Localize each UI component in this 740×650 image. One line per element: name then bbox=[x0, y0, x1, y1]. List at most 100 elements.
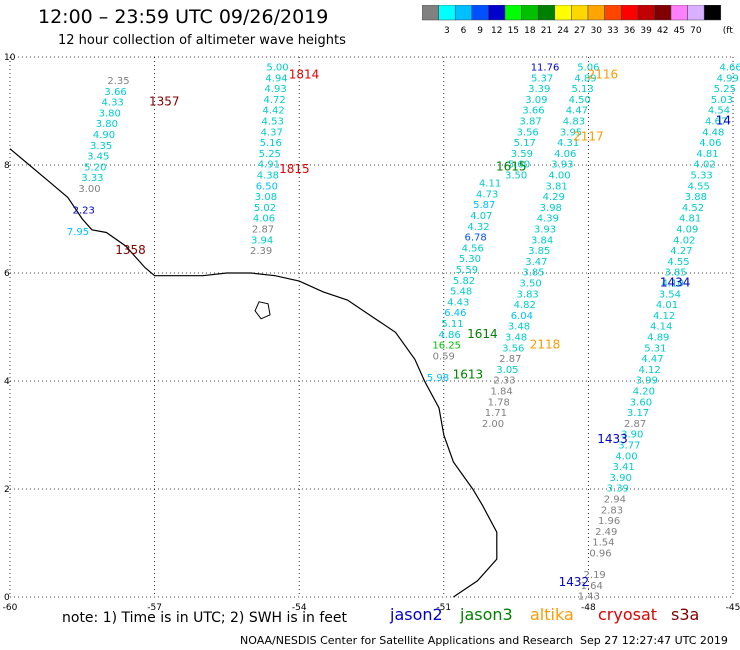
wave-height-value: 16.25 bbox=[432, 341, 461, 352]
wave-height-value: 4.55 bbox=[688, 181, 710, 192]
wave-height-value: 5.60 bbox=[508, 160, 530, 171]
wave-height-value: 3.81 bbox=[545, 181, 567, 192]
wave-height-value: 3.59 bbox=[511, 149, 533, 160]
wave-height-value: 3.50 bbox=[505, 171, 527, 182]
wave-height-value: 1.54 bbox=[592, 538, 614, 549]
wave-height-value: 6.78 bbox=[464, 233, 486, 244]
wave-height-value: 4.89 bbox=[647, 333, 669, 344]
wave-height-value: 4.10 bbox=[662, 279, 684, 290]
wave-height-value: 5.06 bbox=[577, 63, 599, 74]
x-tick-label: -57 bbox=[147, 603, 162, 613]
wave-height-value: 4.09 bbox=[676, 225, 698, 236]
pass-label: 1434 bbox=[660, 276, 691, 290]
wave-height-value: 3.09 bbox=[525, 95, 547, 106]
wave-height-value: 4.67 bbox=[705, 117, 727, 128]
wave-height-value: 5.37 bbox=[531, 73, 553, 84]
wave-height-value: 4.01 bbox=[656, 300, 678, 311]
wave-height-value: 2.33 bbox=[493, 376, 515, 387]
wave-height-value: 3.77 bbox=[618, 441, 640, 452]
wave-height-value: 5.82 bbox=[453, 276, 475, 287]
track-1814-1815: 5.004.944.934.724.424.534.375.165.254.91… bbox=[250, 63, 289, 258]
wave-height-value: 3.98 bbox=[540, 203, 562, 214]
wave-height-value: 4.81 bbox=[679, 214, 701, 225]
pass-label: 1614 bbox=[467, 327, 498, 341]
pass-label: 1615 bbox=[496, 159, 527, 173]
wave-height-value: 2.87 bbox=[252, 225, 274, 236]
wave-height-value: 1.96 bbox=[598, 516, 620, 527]
wave-height-value: 2.94 bbox=[604, 495, 626, 506]
pass-label: 1357 bbox=[149, 95, 180, 109]
wave-height-value: 5.48 bbox=[450, 287, 472, 298]
wave-height-value: 3.39 bbox=[607, 484, 629, 495]
wave-height-value: 1.84 bbox=[491, 387, 513, 398]
wave-height-value: 4.00 bbox=[548, 171, 570, 182]
wave-height-value: 6.04 bbox=[511, 311, 533, 322]
wave-height-value: 4.81 bbox=[696, 149, 718, 160]
wave-height-value: 3.54 bbox=[659, 289, 681, 300]
wave-height-value: 4.27 bbox=[670, 246, 692, 257]
wave-height-value: 3.84 bbox=[531, 235, 553, 246]
wave-height-value: 4.02 bbox=[693, 160, 715, 171]
island-outline bbox=[254, 301, 271, 320]
wave-height-value: 3.56 bbox=[517, 127, 539, 138]
legend-s3a: s3a bbox=[671, 605, 700, 624]
y-tick-label: 10 bbox=[4, 53, 16, 63]
wave-height-value: 4.02 bbox=[673, 235, 695, 246]
colorbar-label: 21 bbox=[541, 26, 552, 36]
wave-height-value: 5.30 bbox=[459, 254, 481, 265]
wave-height-value: 4.29 bbox=[543, 192, 565, 203]
colorbar-label: 36 bbox=[624, 26, 636, 36]
wave-height-value: 2.39 bbox=[250, 246, 272, 257]
colorbar-swatch bbox=[703, 5, 722, 21]
wave-height-value: 2.87 bbox=[624, 419, 646, 430]
wave-height-value: 4.48 bbox=[702, 127, 724, 138]
wave-height-value: 4.20 bbox=[633, 387, 655, 398]
wave-height-value: 4.06 bbox=[253, 214, 275, 225]
wave-height-value: 3.94 bbox=[251, 235, 273, 246]
wave-height-value: 2.35 bbox=[107, 76, 129, 87]
wave-height-value: 3.41 bbox=[612, 462, 634, 473]
track-jason2-upper: 11.765.373.393.093.663.873.565.173.595.6… bbox=[505, 63, 559, 182]
y-tick-label: 8 bbox=[4, 161, 10, 171]
wave-height-value: 5.25 bbox=[714, 84, 736, 95]
colorbar-label: 6 bbox=[461, 26, 467, 36]
wave-height-value: 4.82 bbox=[514, 300, 536, 311]
wave-height-value: 4.43 bbox=[447, 297, 469, 308]
pass-label: 2118 bbox=[530, 338, 561, 352]
track-1432-1434: 4.664.995.255.034.544.674.484.064.814.02… bbox=[578, 63, 740, 603]
wave-height-value: 7.95 bbox=[67, 227, 89, 238]
wave-height-value: 5.02 bbox=[254, 203, 276, 214]
wave-height-value: 3.88 bbox=[685, 192, 707, 203]
track-1613-1615: 4.114.735.874.074.326.784.565.305.595.82… bbox=[427, 179, 501, 384]
y-tick-label: 4 bbox=[4, 377, 10, 387]
wave-height-value: 4.38 bbox=[257, 171, 279, 182]
colorbar-label: 9 bbox=[477, 26, 483, 36]
wave-height-value: 1.71 bbox=[485, 408, 507, 419]
wave-height-value: 4.12 bbox=[638, 365, 660, 376]
note-text: note: 1) Time is in UTC; 2) SWH is in fe… bbox=[62, 610, 348, 626]
wave-height-value: 5.00 bbox=[266, 63, 288, 74]
wave-height-value: 6.46 bbox=[444, 308, 466, 319]
colorbar-label: 45 bbox=[674, 26, 685, 36]
wave-height-value: 4.42 bbox=[263, 106, 285, 117]
wave-height-value: 4.47 bbox=[641, 354, 663, 365]
wave-height-value: 3.80 bbox=[99, 108, 121, 119]
wave-height-value: 3.48 bbox=[508, 322, 530, 333]
wave-height-value: 1.64 bbox=[581, 581, 603, 592]
credit-text: NOAA/NESDIS Center for Satellite Applica… bbox=[240, 634, 574, 647]
wave-height-value: 4.33 bbox=[102, 98, 124, 109]
pass-label: 2117 bbox=[573, 130, 604, 144]
wave-height-value: 3.85 bbox=[528, 246, 550, 257]
wave-height-value: 4.32 bbox=[467, 222, 489, 233]
wave-height-value: 4.07 bbox=[470, 211, 492, 222]
y-tick-label: 2 bbox=[4, 485, 10, 495]
pass-label: 1433 bbox=[597, 432, 628, 446]
wave-height-value: 5.31 bbox=[644, 343, 666, 354]
wave-height-value: 2.83 bbox=[601, 505, 623, 516]
wave-height-value: 4.83 bbox=[563, 117, 585, 128]
y-tick-label: 6 bbox=[4, 269, 10, 279]
wave-height-value: 1.43 bbox=[578, 592, 600, 603]
pass-label: 1432 bbox=[559, 575, 590, 589]
x-tick-label: -51 bbox=[436, 603, 451, 613]
wave-height-value: 3.87 bbox=[519, 117, 541, 128]
